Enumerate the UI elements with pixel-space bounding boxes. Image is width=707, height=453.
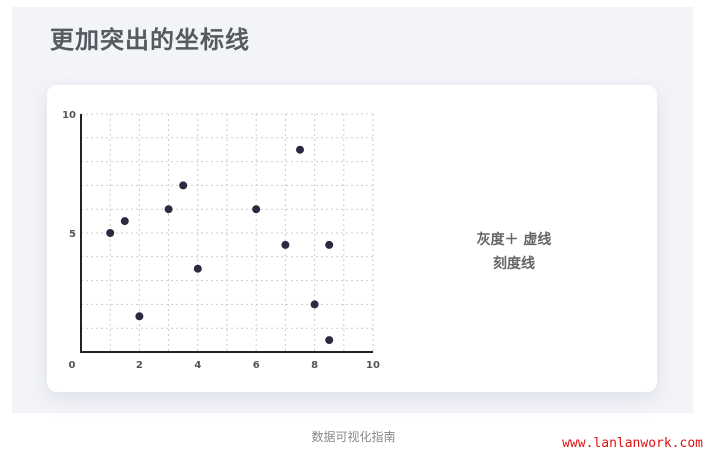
data-point <box>296 145 304 154</box>
data-point <box>193 264 202 273</box>
x-tick-label: 0 <box>69 360 76 371</box>
data-point <box>325 240 334 249</box>
y-tick-label: 10 <box>62 110 76 121</box>
data-point <box>120 217 129 226</box>
annotation: 灰度＋ 虚线 刻度线 <box>458 228 570 276</box>
data-point <box>179 181 188 190</box>
x-tick-label: 4 <box>194 360 201 371</box>
x-tick-label: 10 <box>366 360 380 371</box>
caption: 数据可视化指南 <box>311 430 396 444</box>
chart-card <box>47 85 657 392</box>
y-tick-label: 5 <box>69 229 76 240</box>
watermark: www.lanlanwork.com <box>562 436 703 451</box>
data-point <box>325 336 334 345</box>
data-point <box>135 312 144 321</box>
data-point <box>106 229 115 237</box>
data-point <box>252 205 261 214</box>
page-title: 更加突出的坐标线 <box>50 26 250 54</box>
data-point <box>281 240 290 249</box>
x-tick-label: 8 <box>311 360 318 371</box>
x-tick-label: 6 <box>253 360 260 371</box>
annotation-line-1: 灰度＋ 虚线 <box>476 232 552 248</box>
annotation-line-2: 刻度线 <box>493 256 535 272</box>
data-point <box>164 205 173 214</box>
data-point <box>310 300 319 309</box>
x-tick-label: 2 <box>136 360 143 371</box>
